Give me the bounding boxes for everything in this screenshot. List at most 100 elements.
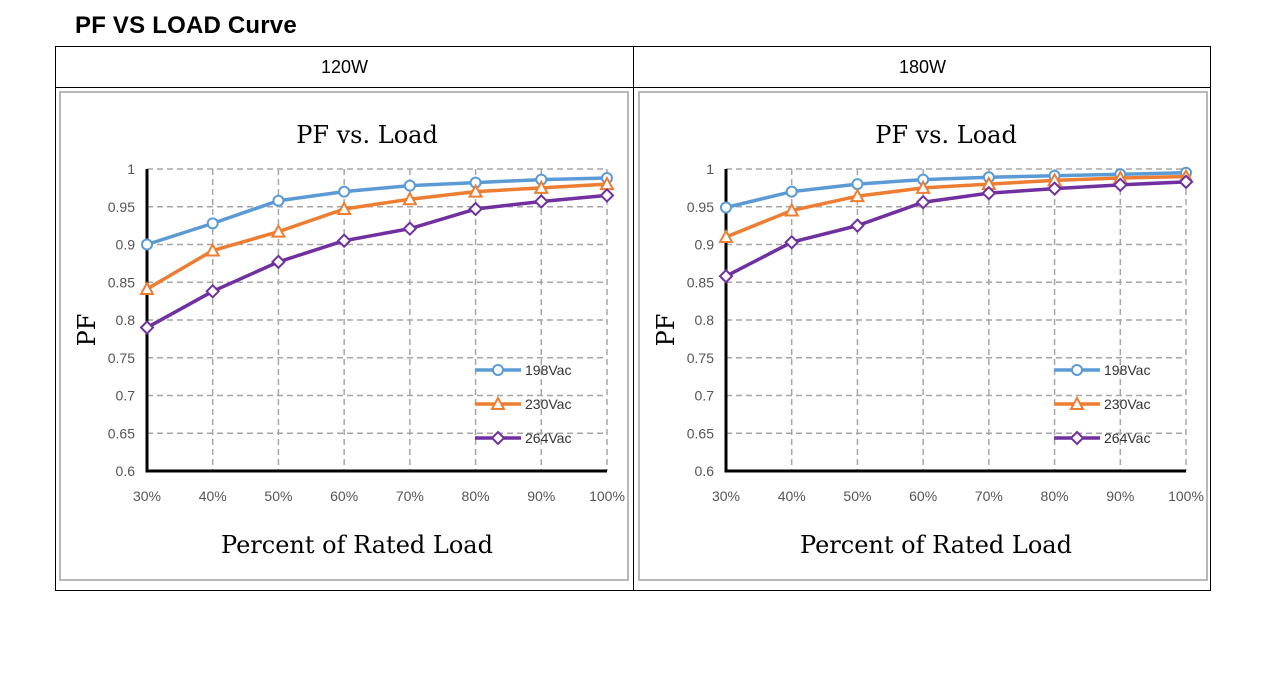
data-point-264Vac [718,268,734,284]
x-tick-label: 70% [396,488,424,504]
data-point-264Vac [1112,177,1128,193]
x-tick-label: 80% [462,488,490,504]
y-tick-label: 0.95 [108,199,135,215]
data-point-230Vac [270,223,287,238]
y-axis-title: PF [73,314,101,347]
chart-title: PF vs. Load [875,121,1017,149]
data-point-230Vac [402,191,418,206]
data-point-264Vac [784,234,800,250]
y-tick-label: 1 [127,161,135,177]
data-point-264Vac [915,194,931,210]
legend-label-230Vac: 230Vac [1104,396,1150,412]
data-point-230Vac [467,183,484,198]
x-tick-label: 100% [589,488,625,504]
data-point-198Vac [720,201,732,214]
legend-item-198Vac: 198Vac [1054,362,1150,378]
data-point-264Vac [271,254,286,270]
legend-marker-230Vac [490,395,506,410]
data-point-264Vac [402,221,418,237]
data-point-230Vac [139,280,155,296]
y-tick-label: 0.85 [687,274,714,290]
y-tick-label: 0.7 [695,388,715,404]
series-264Vac [139,188,615,335]
data-point-230Vac [336,200,352,216]
data-point-198Vac [403,179,416,192]
column-header-180w: 180W [898,57,947,77]
chart-table: 120W 180W 0.6 0.65 0.7 0.75 0.8 0.85 0.9 0.95 1 3… [55,46,1211,591]
x-tick-label: 40% [199,488,227,504]
legend-item-264Vac: 264Vac [475,430,571,446]
y-tick-label: 0.75 [687,350,714,366]
x-tick-label: 90% [527,488,555,504]
y-tick-label: 0.6 [116,463,136,479]
x-tick-label: 50% [264,488,292,504]
legend-item-264Vac: 264Vac [1054,430,1150,446]
data-point-230Vac [718,228,734,243]
data-point-264Vac [599,188,615,203]
legend-marker-230Vac [1069,395,1085,410]
data-point-264Vac [139,320,155,335]
legend-label-230Vac: 230Vac [525,396,571,412]
y-tick-label: 0.7 [116,388,136,404]
y-tick-label: 0.8 [695,312,715,328]
y-tick-label: 0.85 [108,274,135,290]
series-line-264Vac [146,193,608,330]
series-line-198Vac [146,176,608,247]
data-point-230Vac [784,202,800,217]
legend-label-198Vac: 198Vac [1104,362,1150,378]
series-line-230Vac [725,174,1187,239]
page-title: PF VS LOAD Curve [75,12,297,39]
chart-panel-180w: 0.6 0.65 0.7 0.75 0.8 0.85 0.9 0.95 1 30% 40% 50% 60… [638,91,1208,581]
series-264Vac [718,174,1194,284]
chart-title: PF vs. Load [296,121,438,149]
y-tick-label: 0.9 [116,237,136,253]
series-line-264Vac [725,180,1187,278]
series-line-230Vac [146,182,608,291]
x-axis-title: Percent of Rated Load [800,531,1072,559]
data-point-264Vac [1047,181,1062,197]
data-point-264Vac [205,283,221,299]
chart-panel-120w: 0.6 0.65 0.7 0.75 0.8 0.85 0.9 0.95 1 30% 40% 50% 60… [59,91,629,581]
data-point-264Vac [850,218,865,234]
y-tick-label: 1 [706,161,714,177]
legend-item-198Vac: 198Vac [475,362,571,378]
x-tick-label: 90% [1106,488,1134,504]
pf-vs-load-chart-180w: 0.6 0.65 0.7 0.75 0.8 0.85 0.9 0.95 1 30% 40% 50% 60… [652,121,1204,559]
legend-marker-264Vac [1069,430,1085,446]
y-tick-label: 0.8 [116,312,136,328]
legend-label-198Vac: 198Vac [525,362,571,378]
legend-label-264Vac: 264Vac [525,430,571,446]
y-tick-label: 0.95 [687,199,714,215]
data-point-198Vac [206,217,219,230]
data-point-230Vac [849,188,866,203]
data-point-230Vac [205,242,221,257]
x-tick-label: 70% [975,488,1003,504]
x-tick-label: 80% [1041,488,1069,504]
table-column-divider [633,47,634,590]
data-point-264Vac [336,233,352,249]
x-tick-label: 100% [1168,488,1204,504]
data-point-198Vac [785,185,798,198]
x-tick-label: 60% [909,488,937,504]
series-198Vac [141,172,613,251]
x-tick-label: 40% [778,488,806,504]
pf-vs-load-chart-120w: 0.6 0.65 0.7 0.75 0.8 0.85 0.9 0.95 1 30% 40% 50% 60… [73,121,625,559]
data-point-264Vac [981,185,997,201]
legend-label-264Vac: 264Vac [1104,430,1150,446]
y-tick-label: 0.75 [108,350,135,366]
y-tick-label: 0.6 [695,463,715,479]
data-point-230Vac [915,179,931,194]
column-header-120w: 120W [320,57,369,77]
data-point-264Vac [1178,174,1194,190]
data-point-198Vac [141,238,153,251]
legend-marker-198Vac [492,364,504,376]
legend-marker-264Vac [490,430,506,446]
series-line-198Vac [725,171,1187,210]
legend-item-230Vac: 230Vac [475,395,571,412]
y-tick-label: 0.65 [687,425,714,441]
legend-item-230Vac: 230Vac [1054,395,1150,412]
y-axis-title: PF [652,314,680,347]
data-point-230Vac [533,179,549,194]
y-tick-label: 0.65 [108,425,135,441]
legend-marker-198Vac [1071,364,1083,376]
